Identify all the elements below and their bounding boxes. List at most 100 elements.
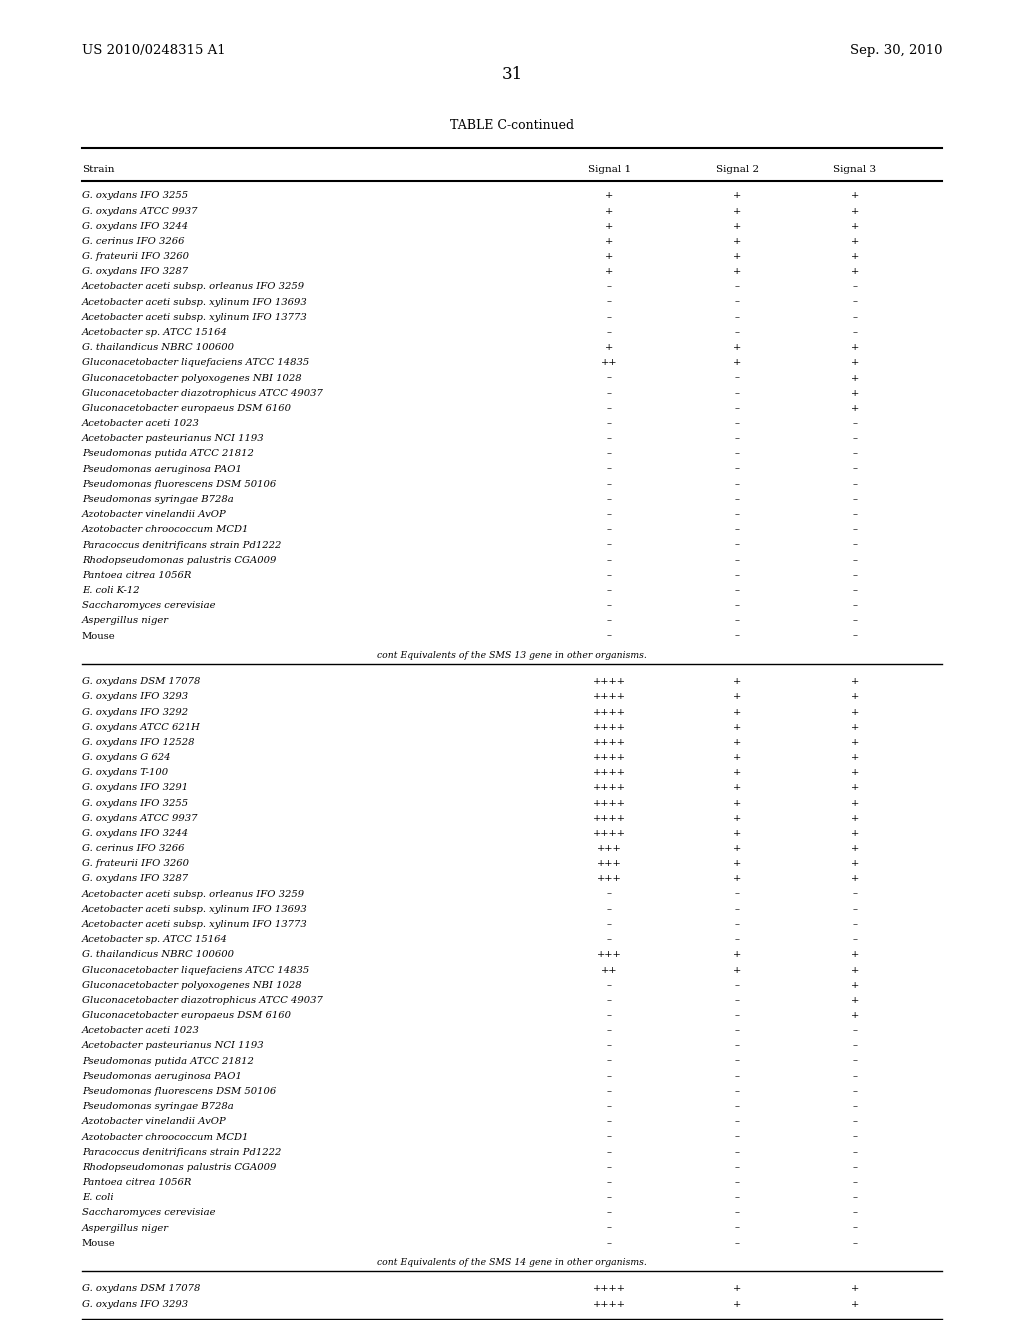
Text: Gluconacetobacter polyoxogenes NBI 1028: Gluconacetobacter polyoxogenes NBI 1028: [82, 981, 301, 990]
Text: G. oxydans IFO 3293: G. oxydans IFO 3293: [82, 1299, 188, 1308]
Text: +: +: [605, 191, 613, 201]
Text: –: –: [735, 404, 739, 413]
Text: –: –: [607, 920, 611, 929]
Text: +: +: [733, 950, 741, 960]
Text: –: –: [735, 920, 739, 929]
Text: Acetobacter pasteurianus NCI 1193: Acetobacter pasteurianus NCI 1193: [82, 1041, 264, 1051]
Text: Signal 2: Signal 2: [716, 165, 759, 174]
Text: +: +: [851, 950, 859, 960]
Text: +: +: [733, 1284, 741, 1294]
Text: Acetobacter aceti subsp. xylinum IFO 13693: Acetobacter aceti subsp. xylinum IFO 136…: [82, 297, 307, 306]
Text: +: +: [851, 374, 859, 383]
Text: G. oxydans IFO 3292: G. oxydans IFO 3292: [82, 708, 188, 717]
Text: –: –: [735, 1086, 739, 1096]
Text: Pseudomonas syringae B728a: Pseudomonas syringae B728a: [82, 495, 233, 504]
Text: Saccharomyces cerevisiae: Saccharomyces cerevisiae: [82, 601, 215, 610]
Text: ++++: ++++: [593, 813, 626, 822]
Text: –: –: [735, 525, 739, 535]
Text: –: –: [735, 1208, 739, 1217]
Text: +: +: [733, 252, 741, 261]
Text: Pantoea citrea 1056R: Pantoea citrea 1056R: [82, 1177, 191, 1187]
Text: –: –: [853, 540, 857, 549]
Text: +: +: [733, 236, 741, 246]
Text: Sep. 30, 2010: Sep. 30, 2010: [850, 44, 942, 57]
Text: ++++: ++++: [593, 692, 626, 701]
Text: –: –: [853, 418, 857, 428]
Text: –: –: [607, 1193, 611, 1203]
Text: –: –: [853, 1026, 857, 1035]
Text: Azotobacter vinelandii AvOP: Azotobacter vinelandii AvOP: [82, 1117, 226, 1126]
Text: –: –: [735, 1026, 739, 1035]
Text: –: –: [853, 1086, 857, 1096]
Text: –: –: [607, 495, 611, 504]
Text: Strain: Strain: [82, 165, 115, 174]
Text: ++++: ++++: [593, 783, 626, 792]
Text: –: –: [607, 1177, 611, 1187]
Text: Gluconacetobacter europaeus DSM 6160: Gluconacetobacter europaeus DSM 6160: [82, 404, 291, 413]
Text: G. oxydans IFO 12528: G. oxydans IFO 12528: [82, 738, 195, 747]
Text: ++++: ++++: [593, 722, 626, 731]
Text: E. coli: E. coli: [82, 1193, 114, 1203]
Text: –: –: [853, 586, 857, 595]
Text: –: –: [735, 616, 739, 626]
Text: G. oxydans IFO 3244: G. oxydans IFO 3244: [82, 222, 188, 231]
Text: –: –: [607, 1026, 611, 1035]
Text: –: –: [735, 890, 739, 899]
Text: Pseudomonas putida ATCC 21812: Pseudomonas putida ATCC 21812: [82, 449, 254, 458]
Text: –: –: [735, 1133, 739, 1142]
Text: +: +: [733, 191, 741, 201]
Text: –: –: [853, 556, 857, 565]
Text: +: +: [733, 677, 741, 686]
Text: –: –: [607, 1117, 611, 1126]
Text: +: +: [851, 843, 859, 853]
Text: Acetobacter sp. ATCC 15164: Acetobacter sp. ATCC 15164: [82, 327, 227, 337]
Text: ++++: ++++: [593, 738, 626, 747]
Text: –: –: [735, 479, 739, 488]
Text: –: –: [853, 1163, 857, 1172]
Text: Mouse: Mouse: [82, 631, 116, 640]
Text: ++++: ++++: [593, 1284, 626, 1294]
Text: Pseudomonas syringae B728a: Pseudomonas syringae B728a: [82, 1102, 233, 1111]
Text: –: –: [607, 1208, 611, 1217]
Text: +: +: [851, 981, 859, 990]
Text: –: –: [735, 1238, 739, 1247]
Text: –: –: [735, 465, 739, 474]
Text: –: –: [607, 510, 611, 519]
Text: Azotobacter chroococcum MCD1: Azotobacter chroococcum MCD1: [82, 525, 249, 535]
Text: –: –: [735, 434, 739, 444]
Text: –: –: [853, 1072, 857, 1081]
Text: –: –: [735, 313, 739, 322]
Text: –: –: [735, 1177, 739, 1187]
Text: ++++: ++++: [593, 799, 626, 808]
Text: –: –: [607, 540, 611, 549]
Text: +: +: [605, 206, 613, 215]
Text: Aspergillus niger: Aspergillus niger: [82, 1224, 169, 1233]
Text: –: –: [607, 374, 611, 383]
Text: +: +: [851, 252, 859, 261]
Text: –: –: [607, 388, 611, 397]
Text: –: –: [853, 297, 857, 306]
Text: –: –: [853, 1238, 857, 1247]
Text: –: –: [735, 1193, 739, 1203]
Text: +: +: [851, 358, 859, 367]
Text: –: –: [853, 1102, 857, 1111]
Text: G. frateurii IFO 3260: G. frateurii IFO 3260: [82, 859, 188, 869]
Text: ++++: ++++: [593, 752, 626, 762]
Text: +++: +++: [597, 874, 622, 883]
Text: –: –: [607, 1147, 611, 1156]
Text: Acetobacter aceti subsp. xylinum IFO 13693: Acetobacter aceti subsp. xylinum IFO 136…: [82, 904, 307, 913]
Text: ++++: ++++: [593, 1299, 626, 1308]
Text: Signal 3: Signal 3: [834, 165, 877, 174]
Text: G. thailandicus NBRC 100600: G. thailandicus NBRC 100600: [82, 950, 233, 960]
Text: –: –: [607, 1072, 611, 1081]
Text: –: –: [735, 981, 739, 990]
Text: +: +: [851, 404, 859, 413]
Text: Gluconacetobacter europaeus DSM 6160: Gluconacetobacter europaeus DSM 6160: [82, 1011, 291, 1020]
Text: Aspergillus niger: Aspergillus niger: [82, 616, 169, 626]
Text: Pseudomonas fluorescens DSM 50106: Pseudomonas fluorescens DSM 50106: [82, 1086, 276, 1096]
Text: +++: +++: [597, 859, 622, 869]
Text: G. oxydans ATCC 9937: G. oxydans ATCC 9937: [82, 813, 198, 822]
Text: –: –: [607, 1041, 611, 1051]
Text: ++++: ++++: [593, 768, 626, 777]
Text: –: –: [853, 525, 857, 535]
